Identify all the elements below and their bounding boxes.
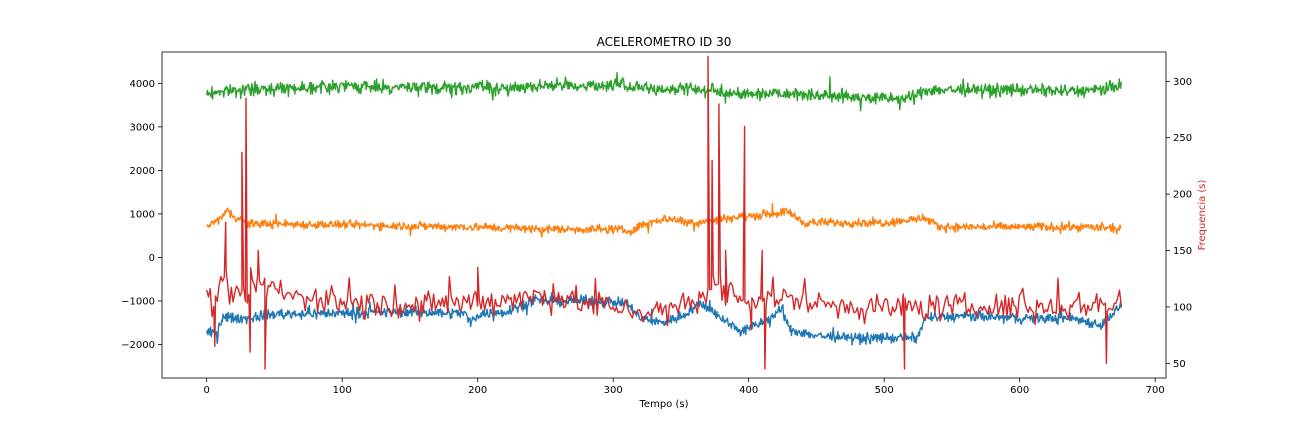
y-right-tick-label: 200 bbox=[1173, 190, 1192, 201]
y-tick-label: 1000 bbox=[130, 209, 155, 220]
y-axis-right: 50 100 150 200 250 300 bbox=[1166, 77, 1192, 370]
y-tick-label: 2000 bbox=[130, 166, 155, 177]
y-axis-right-title: Frequencia (s) bbox=[1197, 179, 1208, 250]
series-layer bbox=[206, 55, 1122, 370]
x-axis: 0 100 200 300 400 500 600 700 bbox=[204, 378, 1165, 396]
y-right-tick-label: 100 bbox=[1173, 302, 1192, 313]
plot-frame bbox=[161, 51, 1167, 379]
x-tick-label: 400 bbox=[739, 385, 758, 396]
series-line-1 bbox=[206, 203, 1122, 238]
y-tick-label: 0 bbox=[149, 253, 155, 264]
x-tick-label: 0 bbox=[204, 385, 210, 396]
y-tick-label: 4000 bbox=[130, 79, 155, 90]
y-right-tick-label: 250 bbox=[1173, 133, 1192, 144]
y-right-tick-label: 300 bbox=[1173, 77, 1192, 88]
y-tick-label: −2000 bbox=[121, 340, 155, 351]
x-tick-label: 200 bbox=[468, 385, 487, 396]
y-right-tick-label: 50 bbox=[1173, 359, 1186, 370]
y-tick-label: −1000 bbox=[121, 296, 155, 307]
x-tick-label: 300 bbox=[604, 385, 623, 396]
series-line-2 bbox=[206, 292, 1122, 346]
y-tick-label: 3000 bbox=[130, 122, 155, 133]
x-tick-label: 700 bbox=[1146, 385, 1165, 396]
x-axis-title: Tempo (s) bbox=[639, 399, 689, 410]
x-tick-label: 600 bbox=[1010, 385, 1029, 396]
chart-title: ACELEROMETRO ID 30 bbox=[597, 35, 732, 49]
series-line-0 bbox=[206, 72, 1122, 112]
y-right-tick-label: 150 bbox=[1173, 246, 1192, 257]
y-axis-left: −2000 −1000 0 1000 2000 3000 4000 bbox=[121, 79, 162, 351]
x-tick-label: 100 bbox=[333, 385, 352, 396]
x-tick-label: 500 bbox=[875, 385, 894, 396]
series-line-3 bbox=[206, 55, 1122, 370]
